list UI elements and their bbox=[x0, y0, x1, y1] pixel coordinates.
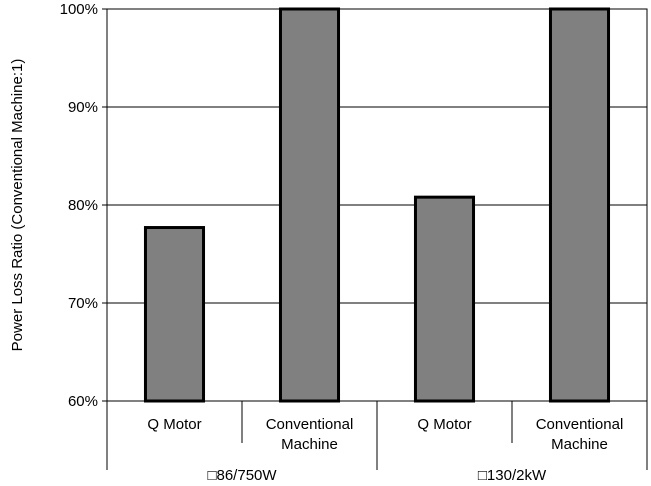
group-label: □86/750W bbox=[207, 467, 277, 484]
bar bbox=[143, 226, 206, 403]
y-tick-label: 70% bbox=[68, 295, 98, 312]
group-label: □130/2kW bbox=[478, 467, 547, 484]
category-label: Q Motor bbox=[147, 416, 201, 433]
category-label: Conventional Machine bbox=[266, 416, 354, 453]
y-axis-label: Power Loss Ratio (Conventional Machine:1… bbox=[9, 59, 26, 352]
y-tick-label: 80% bbox=[68, 197, 98, 214]
y-tick-label: 90% bbox=[68, 99, 98, 116]
bar bbox=[548, 7, 611, 403]
y-axis-ticks: 60% 70% 80% 90% 100% bbox=[60, 1, 107, 410]
bar bbox=[413, 195, 476, 403]
y-tick-label: 60% bbox=[68, 393, 98, 410]
category-label: Conventional Machine bbox=[536, 416, 624, 453]
bar bbox=[278, 7, 341, 403]
y-tick-label: 100% bbox=[60, 1, 98, 18]
category-label: Q Motor bbox=[417, 416, 471, 433]
x-axis-categories: Q Motor Conventional Machine □86/750W Q Moto… bbox=[106, 401, 648, 484]
